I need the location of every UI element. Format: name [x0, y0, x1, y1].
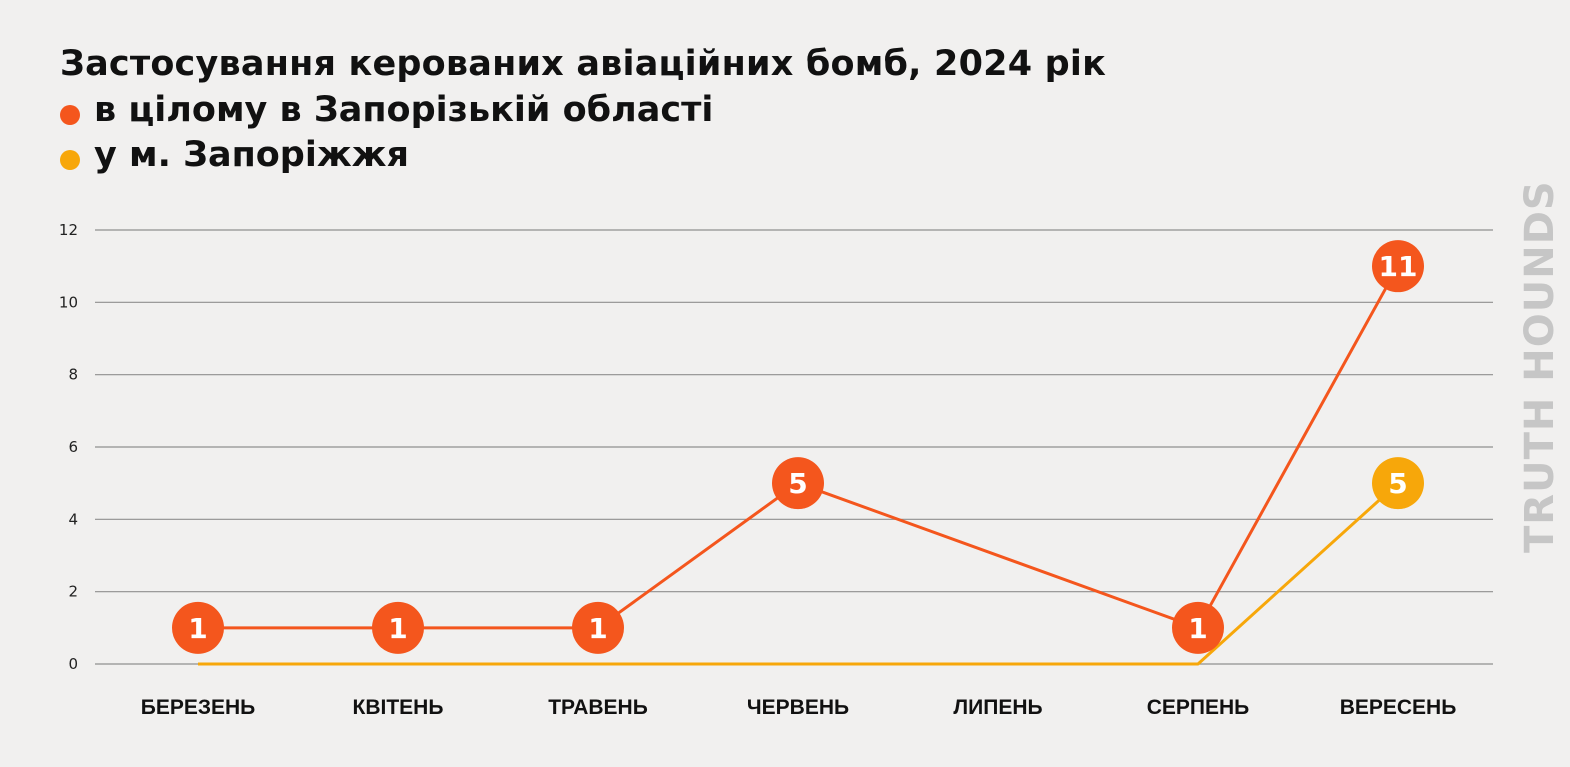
- x-tick-label: ВЕРЕСЕНЬ: [1340, 696, 1457, 719]
- y-tick-label: 8: [68, 366, 78, 384]
- data-label: 5: [1388, 467, 1407, 500]
- data-label: 1: [388, 612, 407, 645]
- data-point-marker: [372, 601, 424, 654]
- legend-item-region: в цілому в Запорізькій області: [60, 88, 1106, 133]
- data-point-marker: [1372, 240, 1424, 293]
- series-line: [198, 265, 1400, 630]
- legend-label-region: в цілому в Запорізькій області: [94, 90, 714, 130]
- legend-dot-icon: [60, 104, 80, 125]
- data-point-marker: [1372, 457, 1424, 510]
- x-tick-label: ЛИПЕНЬ: [953, 696, 1042, 719]
- chart-title: Застосування керованих авіаційних бомб, …: [60, 44, 1107, 84]
- watermark-logo: TRUTH HOUNDS: [1517, 180, 1563, 553]
- y-tick-label: 2: [68, 583, 78, 601]
- y-tick-label: 4: [68, 510, 78, 528]
- x-tick-label: БЕРЕЗЕНЬ: [141, 696, 256, 719]
- data-point-marker: [1172, 601, 1224, 654]
- x-tick-label: СЕРПЕНЬ: [1147, 696, 1250, 719]
- x-tick-label: КВІТЕНЬ: [353, 696, 444, 719]
- y-tick-label: 10: [59, 293, 78, 311]
- legend-label-city: у м. Запоріжжя: [94, 135, 409, 175]
- data-label: 1: [188, 612, 207, 645]
- data-label: 11: [1379, 250, 1418, 283]
- legend-item-city: у м. Запоріжжя: [60, 133, 1106, 178]
- data-point-marker: [172, 601, 224, 654]
- legend-dot-icon: [60, 149, 80, 170]
- data-label: 1: [588, 612, 607, 645]
- chart-header: Застосування керованих авіаційних бомб, …: [60, 40, 1106, 178]
- y-tick-label: 0: [68, 655, 78, 673]
- x-tick-label: ЧЕРВЕНЬ: [747, 696, 849, 719]
- data-point-marker: [772, 457, 824, 510]
- data-label: 5: [788, 467, 807, 500]
- data-point-marker: [572, 601, 624, 654]
- data-label: 1: [1188, 612, 1207, 645]
- y-tick-label: 6: [68, 438, 78, 456]
- y-tick-label: 12: [59, 221, 78, 239]
- series-line: [198, 482, 1400, 666]
- x-tick-label: ТРАВЕНЬ: [548, 696, 648, 719]
